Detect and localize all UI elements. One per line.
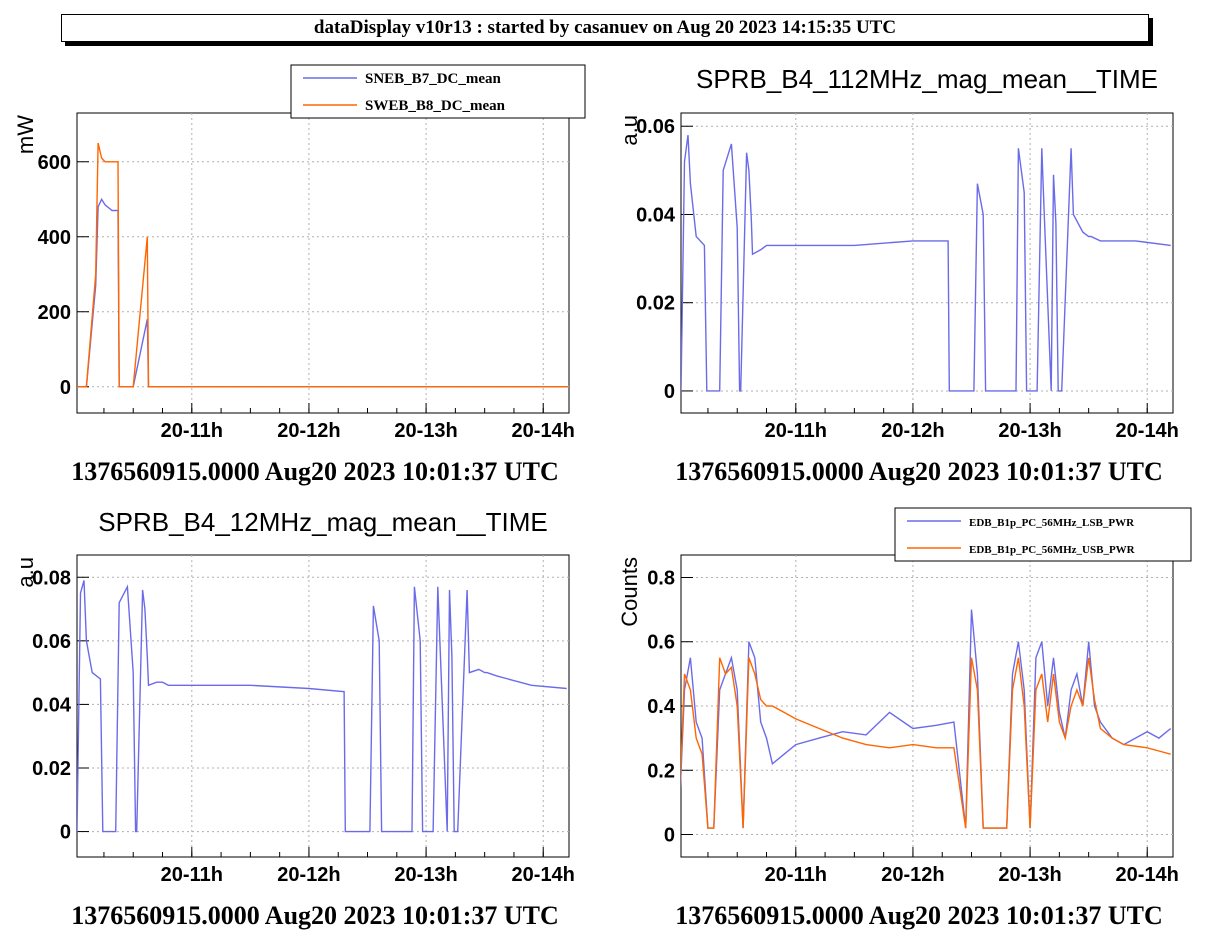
series-line-2 (681, 657, 1171, 829)
x-tick-label: 20-13h (394, 420, 457, 442)
x-tick-label: 20-13h (394, 864, 457, 886)
y-tick-label: 0.06 (636, 116, 675, 138)
x-tick-label: 20-12h (881, 420, 944, 442)
chart-panel-4: 0 0.2 0.4 0.6 0.8 20-11h 20-12h 20-13h 20-14h 137… (617, 507, 1192, 930)
x-tick-label: 20-12h (277, 420, 340, 442)
chart-panel-3: 0 0.02 0.04 0.06 0.08 20-11h 20-12h 20-13h 20-14… (13, 507, 575, 930)
y-tick-label: 0.02 (32, 758, 71, 780)
x-tick-label: 20-14h (512, 420, 575, 442)
y-tick-label: 0.04 (32, 694, 72, 716)
series-line-2 (77, 142, 568, 388)
chart-title: SPRB_B4_12MHz_mag_mean__TIME (98, 507, 547, 537)
y-tick-label: 0 (664, 381, 675, 403)
x-axis-label: 1376560915.0000 Aug20 2023 10:01:37 UTC (71, 901, 559, 930)
y-tick-label: 0 (664, 825, 675, 847)
y-tick-label: 400 (38, 227, 71, 249)
legend-box (894, 507, 1192, 562)
x-axis-label: 1376560915.0000 Aug20 2023 10:01:37 UTC (675, 901, 1163, 930)
legend-label: EDB_B1p_PC_56MHz_USB_PWR (969, 544, 1136, 556)
plot-frame (76, 554, 570, 858)
y-tick-label: 0.8 (647, 567, 675, 589)
y-tick-label: 0.2 (647, 760, 675, 782)
y-axis-label: a.u (13, 557, 38, 588)
y-axis-label: a.u (617, 115, 642, 146)
chart-title: SPRB_B4_112MHz_mag_mean__TIME (696, 64, 1158, 94)
y-tick-label: 0.02 (636, 293, 675, 315)
x-tick-label: 20-14h (512, 864, 575, 886)
y-tick-label: 0.08 (32, 567, 71, 589)
x-tick-label: 20-12h (277, 864, 340, 886)
legend-box (290, 64, 586, 119)
series-line-1 (77, 580, 567, 833)
x-tick-label: 20-11h (161, 420, 223, 442)
x-tick-label: 20-13h (998, 420, 1061, 442)
x-tick-label: 20-14h (1116, 864, 1179, 886)
x-tick-label: 20-12h (881, 864, 944, 886)
plot-frame (680, 112, 1174, 414)
x-tick-label: 20-11h (161, 864, 223, 886)
legend-label: EDB_B1p_PC_56MHz_LSB_PWR (969, 517, 1135, 529)
x-axis-label: 1376560915.0000 Aug20 2023 10:01:37 UTC (675, 457, 1163, 486)
y-axis-label: Counts (617, 557, 642, 627)
chart-panel-2: 0 0.02 0.04 0.06 20-11h 20-12h 20-13h 20-14h 137… (617, 64, 1179, 486)
series-line-1 (681, 135, 1171, 392)
x-tick-label: 20-11h (765, 420, 827, 442)
y-tick-label: 600 (38, 152, 71, 174)
series-line-1 (681, 609, 1172, 829)
y-tick-label: 200 (38, 302, 71, 324)
y-tick-label: 0.06 (32, 631, 71, 653)
legend: EDB_B1p_PC_56MHz_LSB_PWR EDB_B1p_PC_56MHz… (894, 507, 1192, 562)
x-tick-label: 20-11h (765, 864, 827, 886)
x-tick-label: 20-13h (998, 864, 1061, 886)
y-axis-label: mW (13, 115, 38, 154)
plot-frame (76, 112, 570, 414)
x-tick-label: 20-14h (1116, 420, 1179, 442)
chart-panel-1: 0 200 400 600 20-11h 20-12h 20-13h 20-14h 137656… (13, 64, 586, 486)
y-tick-label: 0.04 (636, 204, 676, 226)
window-title: dataDisplay v10r13 : started by casanuev… (61, 14, 1149, 42)
y-tick-label: 0.6 (647, 632, 675, 654)
x-axis-label: 1376560915.0000 Aug20 2023 10:01:37 UTC (71, 457, 559, 486)
y-tick-label: 0.4 (647, 696, 676, 718)
legend-label: SWEB_B8_DC_mean (365, 98, 506, 114)
y-tick-label: 0 (60, 822, 71, 844)
y-tick-label: 0 (60, 377, 71, 399)
legend: SNEB_B7_DC_mean SWEB_B8_DC_mean (290, 64, 586, 119)
legend-label: SNEB_B7_DC_mean (365, 71, 502, 87)
